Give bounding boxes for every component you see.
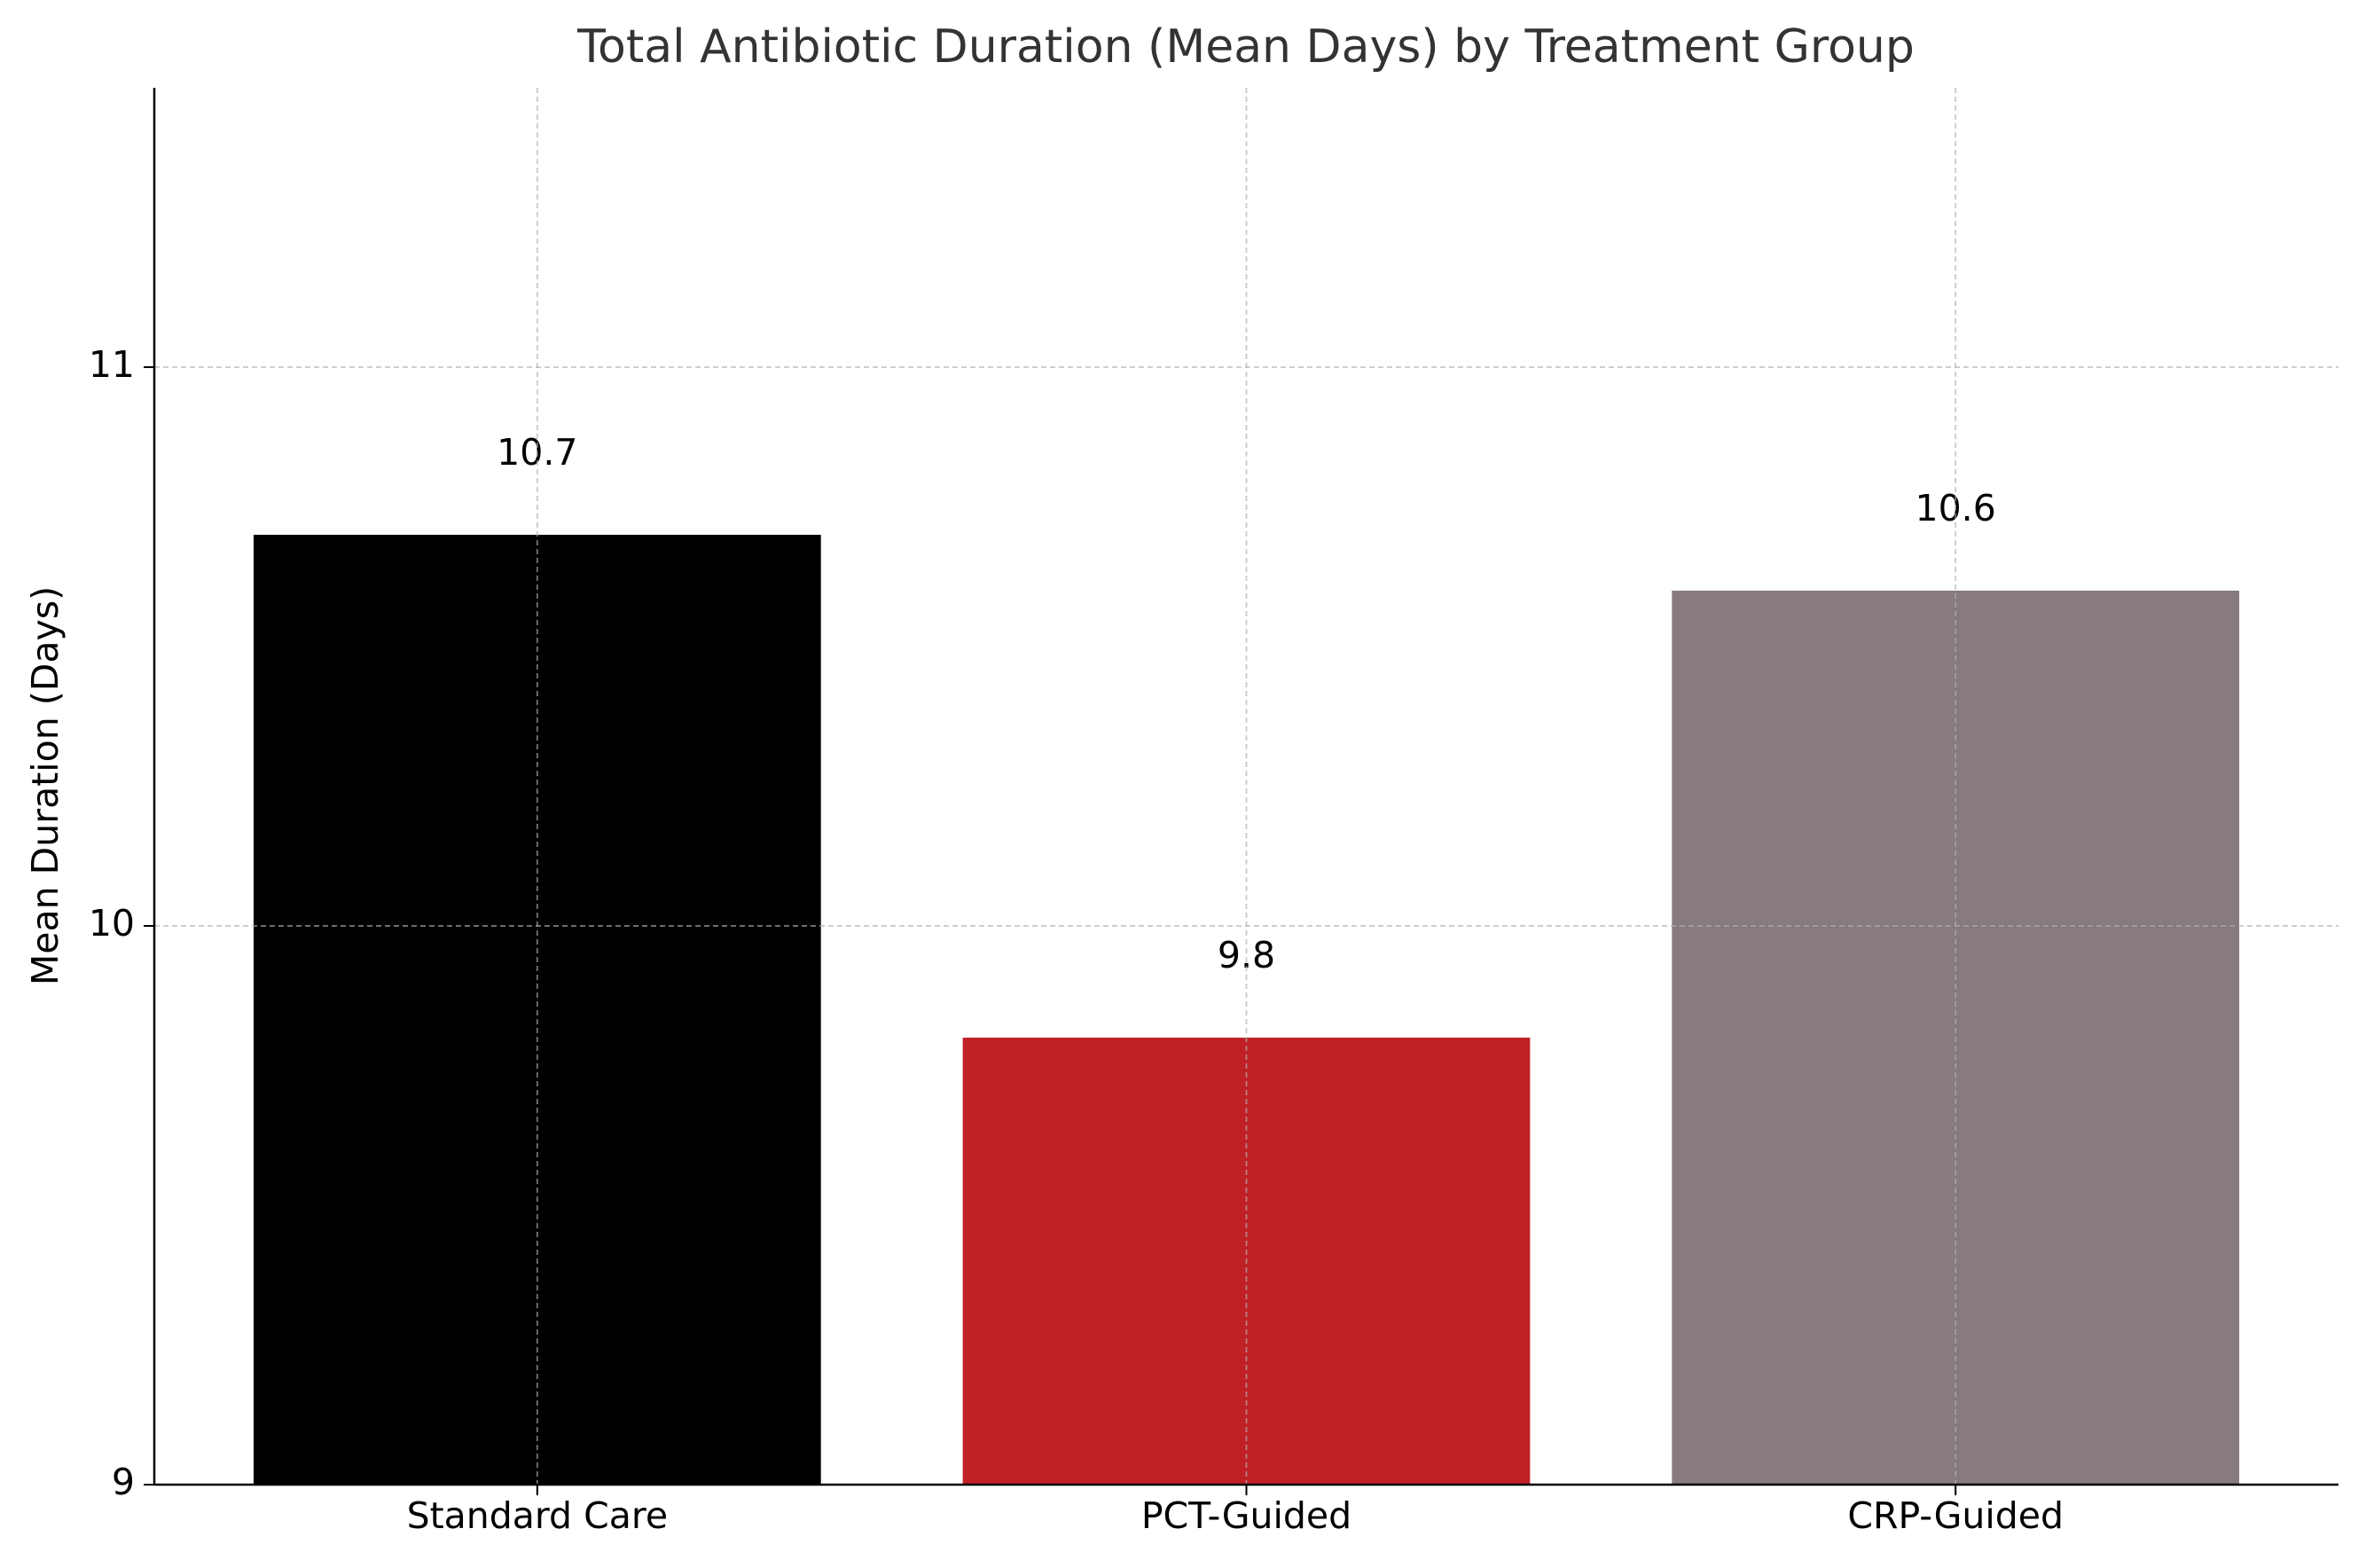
y-tick-label: 10	[89, 902, 135, 945]
x-tick-label: Standard Care	[407, 1494, 669, 1537]
y-tick-label: 11	[89, 343, 135, 386]
y-axis-label: Mean Duration (Days)	[24, 586, 67, 985]
x-tick-label: CRP-Guided	[1847, 1494, 2064, 1537]
chart-title: Total Antibiotic Duration (Mean Days) by…	[576, 20, 1915, 74]
x-tick-label: PCT-Guided	[1141, 1494, 1351, 1537]
y-tick-label: 9	[112, 1461, 135, 1503]
